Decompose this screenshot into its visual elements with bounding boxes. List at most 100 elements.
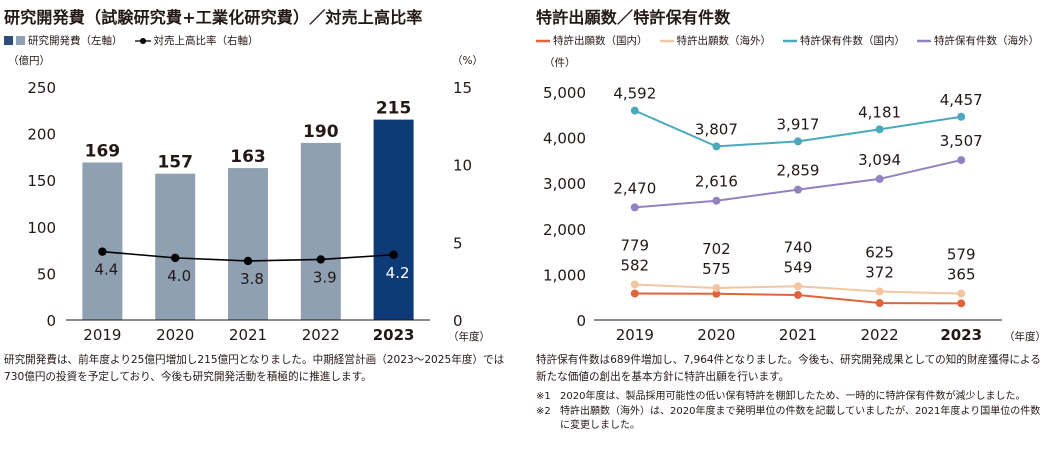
series-3-label-2021: 2,859 <box>777 162 820 180</box>
left-y-tick: 50 <box>37 265 56 283</box>
left-y-tick: 150 <box>27 172 56 190</box>
series-0-label-2019: 582 <box>620 256 649 274</box>
legend-swatch-dark <box>4 36 13 45</box>
legend-line-icon <box>917 39 931 42</box>
note-2-mark: ※2 <box>536 406 551 417</box>
x-tick-2019: 2019 <box>83 326 121 344</box>
series-3-point-2023 <box>957 156 966 165</box>
ratio-point-2019 <box>98 247 107 256</box>
series-1-point-2019 <box>630 280 639 289</box>
left-y-tick: 200 <box>27 126 56 144</box>
series-2-point-2019 <box>630 106 639 115</box>
x-axis-unit: （年度） <box>1004 330 1046 343</box>
bar-label-2019: 169 <box>85 141 121 161</box>
patent-panel: 特許出願数／特許保有件数 特許出願数（国内） 特許出願数（海外） 特許保有件数（国内… <box>532 0 1047 455</box>
series-3-point-2020 <box>712 196 721 205</box>
y-tick: 2,000 <box>543 221 586 239</box>
series-1-label-2019: 779 <box>620 236 649 254</box>
series-2-label-2019: 4,592 <box>613 85 656 103</box>
series-2-label-2021: 3,917 <box>777 115 820 133</box>
left-y-tick: 0 <box>46 312 56 330</box>
bar-2023 <box>373 119 414 321</box>
ratio-label-2022: 3.9 <box>313 268 337 286</box>
y-tick: 5,000 <box>543 84 586 102</box>
series-3-label-2022: 3,094 <box>858 151 901 169</box>
legend-ratio-line-icon <box>134 37 151 44</box>
x-tick-2020: 2020 <box>156 326 194 344</box>
series-2-point-2021 <box>794 137 802 146</box>
series-3-point-2021 <box>794 185 802 194</box>
legend-line-icon <box>783 39 797 42</box>
legend-series-2: 特許保有件数（国内） <box>783 33 905 48</box>
series-3-label-2019: 2,470 <box>613 179 656 197</box>
series-0-point-2021 <box>794 290 802 299</box>
y-tick: 0 <box>576 312 586 330</box>
legend-series-1: 特許出願数（海外） <box>659 33 772 48</box>
series-1-point-2021 <box>794 282 802 291</box>
legend-series-label: 特許出願数（国内） <box>553 35 648 47</box>
ratio-label-2020: 4.0 <box>167 267 191 285</box>
legend-line-icon <box>659 39 674 42</box>
series-1-label-2021: 740 <box>784 238 813 256</box>
patent-chart-title: 特許出願数／特許保有件数 <box>536 8 731 27</box>
legend-swatch-gray <box>16 36 25 45</box>
patent-chart: （件） 0 1,000 2,000 3,000 4,000 5,000 582 575 549 37… <box>543 57 1046 344</box>
rd-description: 研究開発費は、前年度より25億円増加し215億円となりました。中期経営計画（20… <box>4 354 505 383</box>
x-tick-2023: 2023 <box>373 326 415 344</box>
x-tick-2021: 2021 <box>229 326 267 344</box>
right-y-tick: 5 <box>453 234 463 252</box>
series-2-label-2023: 4,457 <box>940 91 983 109</box>
legend-ratio-label: 対売上高比率（右軸） <box>153 35 259 47</box>
note-1-mark: ※1 <box>536 391 551 402</box>
x-tick-2020: 2020 <box>697 326 735 344</box>
series-1-point-2023 <box>957 289 966 298</box>
ratio-point-2020 <box>171 253 180 263</box>
series-0-label-2020: 575 <box>702 260 731 278</box>
right-y-tick: 10 <box>453 157 472 175</box>
legend-series-label: 特許保有件数（国内） <box>800 35 905 47</box>
series-3-point-2022 <box>875 174 884 183</box>
rd-expense-panel: 研究開発費（試験研究費+工業化研究費）／対売上高比率 研究開発費（左軸） 対売上… <box>0 0 515 455</box>
bar-2022 <box>300 142 341 320</box>
ratio-label-2019: 4.4 <box>94 261 118 279</box>
patent-notes: ※1 2020年度は、製品採用可能性の低い保有特許を棚卸したため、一時的に特許保… <box>536 390 1046 434</box>
ratio-point-2023 <box>389 250 398 259</box>
series-0-point-2019 <box>630 289 639 298</box>
series-1-point-2020 <box>712 283 721 292</box>
right-axis-unit: （%） <box>452 55 483 67</box>
series-1-point-2022 <box>875 287 884 296</box>
ratio-point-2021 <box>243 256 253 266</box>
x-axis-unit: （年度） <box>448 330 490 343</box>
series-0-point-2020 <box>712 289 721 298</box>
legend-ratio: 対売上高比率（右軸） <box>134 33 259 48</box>
x-tick-2022: 2022 <box>861 326 899 344</box>
rd-expense-chart: （億円） （%） 0 50 100 150 200 250 0 5 10 15 169 157 163 190… <box>8 54 490 344</box>
series-2-label-2022: 4,181 <box>858 103 901 121</box>
patent-description: 特許保有件数は689件増加し、7,964件となりました。今後も、研究開発成果とし… <box>536 354 1041 383</box>
x-tick-2022: 2022 <box>302 326 340 344</box>
note-2: ※2 特許出願数（海外）は、2020年度まで発明単位の件数を記載していましたが、… <box>536 405 1046 433</box>
series-0-label-2021: 549 <box>784 258 813 276</box>
bar-2020 <box>155 173 196 320</box>
patent-legend: 特許出願数（国内） 特許出願数（海外） 特許保有件数（国内） 特許保有件数（海外） <box>536 33 1039 48</box>
left-y-tick: 250 <box>27 79 56 97</box>
series-0-label-2023: 365 <box>947 266 976 284</box>
bar-label-2020: 157 <box>157 153 193 173</box>
legend-series-label: 特許保有件数（海外） <box>934 35 1039 47</box>
series-1-label-2020: 702 <box>702 240 731 258</box>
bar-label-2021: 163 <box>230 147 266 167</box>
ratio-label-2023: 4.2 <box>386 264 410 282</box>
series-2-point-2020 <box>712 142 721 151</box>
series-0-label-2022: 372 <box>865 264 894 282</box>
series-2-point-2022 <box>875 125 884 134</box>
left-y-tick: 100 <box>27 219 56 237</box>
series-0-point-2023 <box>957 299 966 308</box>
bar-label-2022: 190 <box>303 122 339 142</box>
note-2-text: 特許出願数（海外）は、2020年度まで発明単位の件数を記載していましたが、202… <box>560 406 1041 431</box>
series-3-label-2023: 3,507 <box>940 132 983 150</box>
legend-series-label: 特許出願数（海外） <box>676 35 772 47</box>
note-1-text: 2020年度は、製品採用可能性の低い保有特許を棚卸したため、一時的に特許保有件数… <box>560 391 1026 402</box>
series-1-label-2022: 625 <box>865 244 894 262</box>
x-tick-2019: 2019 <box>616 326 654 344</box>
legend-rd-expense: 研究開発費（左軸） <box>4 33 123 48</box>
